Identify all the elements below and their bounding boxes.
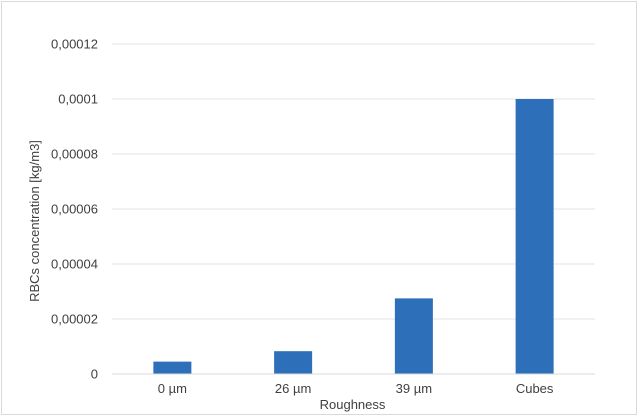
- bar: [394, 298, 433, 374]
- y-tick-label: 0: [91, 367, 98, 382]
- bars: [153, 99, 554, 374]
- bar: [153, 361, 192, 374]
- y-tick-label: 0,00012: [51, 37, 98, 52]
- x-tick-labels: 0 µm 26 µm 39 µm Cubes: [158, 381, 554, 396]
- y-tick-label: 0,00006: [51, 202, 98, 217]
- bar: [274, 351, 313, 374]
- gridlines: [112, 43, 595, 320]
- x-tick-label: Cubes: [516, 381, 554, 396]
- x-tick-label: 0 µm: [158, 381, 187, 396]
- y-tick-label: 0,0001: [58, 92, 98, 107]
- x-tick-label: 26 µm: [275, 381, 311, 396]
- y-tick-label: 0,00008: [51, 147, 98, 162]
- y-tick-label: 0,00002: [51, 312, 98, 327]
- bar: [515, 99, 554, 374]
- x-tick-label: 39 µm: [396, 381, 432, 396]
- y-tick-label: 0,00004: [51, 257, 98, 272]
- x-axis-title: Roughness: [320, 397, 386, 412]
- y-axis-title: RBCs concentration [kg/m3]: [27, 140, 42, 302]
- y-tick-labels: 0 0,00002 0,00004 0,00006 0,00008 0,0001 0,000…: [51, 37, 98, 382]
